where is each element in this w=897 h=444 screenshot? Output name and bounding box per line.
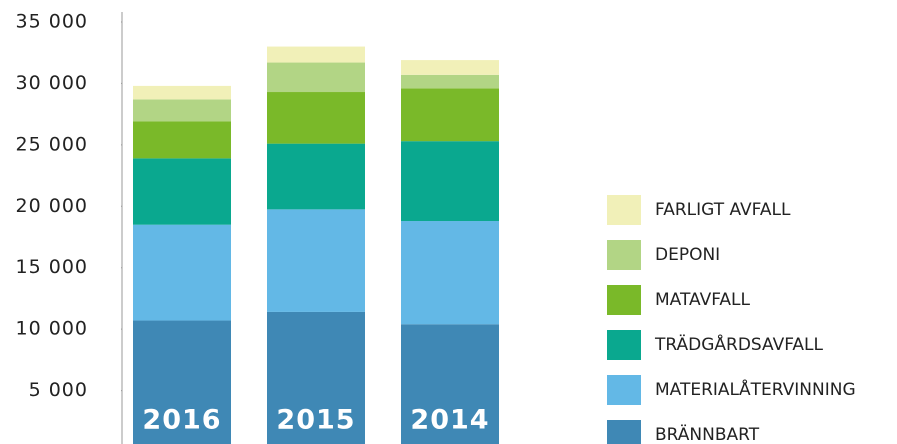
legend-label: MATAVFALL xyxy=(655,290,751,310)
x-tick-label: 2015 xyxy=(276,405,355,436)
bar-segment xyxy=(401,88,499,142)
bar-segment xyxy=(267,46,365,63)
bar-segment xyxy=(401,60,499,75)
bar-segment xyxy=(133,320,231,444)
legend-swatch xyxy=(607,375,641,405)
y-tick-label: 30 000 xyxy=(16,72,88,94)
y-tick-label: 15 000 xyxy=(16,256,88,278)
legend-swatch xyxy=(607,195,641,225)
legend-swatch xyxy=(607,420,641,444)
legend-label: DEPONI xyxy=(655,245,720,265)
y-tick-label: 25 000 xyxy=(16,133,88,155)
bar-segment xyxy=(267,62,365,93)
bar-segment xyxy=(267,311,365,444)
legend-label: MATERIALÅTERVINNING xyxy=(655,378,856,400)
legend-swatch xyxy=(607,330,641,360)
bar-segment xyxy=(401,74,499,89)
bar-segment xyxy=(267,209,365,312)
x-tick-label: 2016 xyxy=(142,405,221,436)
y-tick-label: 5 000 xyxy=(29,379,88,401)
bar-segment xyxy=(401,324,499,444)
bar-segment xyxy=(267,143,365,210)
x-tick-label: 2014 xyxy=(410,405,489,436)
legend-label: FARLIGT AVFALL xyxy=(655,200,791,220)
legend-swatch xyxy=(607,240,641,270)
legend-label: TRÄDGÅRDSAVFALL xyxy=(654,333,824,355)
bar-segment xyxy=(133,99,231,122)
bar-segment xyxy=(133,85,231,100)
bar-segment xyxy=(133,224,231,321)
bar-segment xyxy=(133,121,231,159)
y-tick-label: 10 000 xyxy=(16,318,88,340)
bar-segment xyxy=(133,158,231,225)
y-tick-label: 35 000 xyxy=(16,11,88,33)
bar-segment xyxy=(401,141,499,222)
legend-swatch xyxy=(607,285,641,315)
y-tick-label: 20 000 xyxy=(16,195,88,217)
bar-segment xyxy=(401,221,499,325)
legend-label: BRÄNNBART xyxy=(655,424,760,444)
bar-segment xyxy=(267,92,365,144)
